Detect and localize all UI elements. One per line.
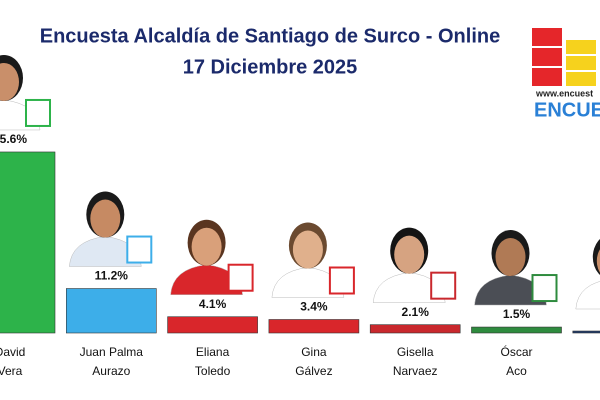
bar [66, 288, 157, 334]
candidate-photo [575, 238, 600, 310]
x-tick-label: Gálvez [295, 364, 332, 378]
photo-face [292, 230, 323, 269]
photo-face [0, 62, 19, 101]
value-label: 1.5% [503, 307, 531, 321]
bar [0, 151, 56, 334]
x-tick-label: Gina [301, 345, 327, 359]
logo: www.encuest ENCUEST [532, 28, 600, 121]
value-label: 3.4% [300, 300, 328, 314]
value-label: 45.6% [0, 132, 27, 146]
photo-face [191, 227, 222, 266]
x-tick-label: Narvaez [393, 364, 438, 378]
photo-face [495, 238, 526, 277]
x-tick-label: Juan Palma [80, 345, 144, 359]
candidate-photo [69, 191, 153, 267]
candidate-photo [0, 54, 51, 131]
photo-shoulders [575, 281, 600, 310]
candidate-photo [372, 227, 457, 303]
photo-face [596, 249, 600, 273]
x-tick-label: Toledo [195, 364, 231, 378]
party-logo [328, 266, 355, 295]
party-logo [126, 235, 153, 264]
value-label: 11.2% [95, 269, 129, 283]
x-tick-label: Eliana [196, 345, 230, 359]
bar [471, 326, 562, 334]
party-logo [531, 274, 558, 303]
party-logo [430, 271, 457, 300]
x-tick-label: Vera [0, 364, 23, 378]
candidate-photo [474, 230, 558, 306]
bar [167, 316, 258, 334]
candidate-photo [271, 222, 355, 298]
chart-title: Encuesta Alcaldía de Santiago de Surco -… [40, 25, 500, 47]
x-tick-label: Aurazo [92, 364, 130, 378]
candidate-photo [170, 219, 254, 295]
party-logo [25, 98, 51, 127]
chart-subtitle: 17 Diciembre 2025 [183, 56, 358, 78]
x-tick-label: Gisella [397, 345, 434, 359]
logo-name: ENCUEST [534, 99, 600, 121]
x-tick-label: David [0, 345, 25, 359]
x-tick-label: Óscar [500, 344, 532, 359]
photo-face [90, 199, 121, 238]
logo-url: www.encuest [535, 88, 593, 98]
party-logo [227, 263, 254, 292]
photo-face [394, 235, 425, 274]
bar [268, 319, 360, 334]
bar [369, 324, 461, 334]
value-label: 4.1% [199, 297, 227, 311]
x-tick-label: Aco [506, 364, 527, 378]
value-label: 2.1% [402, 305, 430, 319]
bar [572, 330, 600, 334]
